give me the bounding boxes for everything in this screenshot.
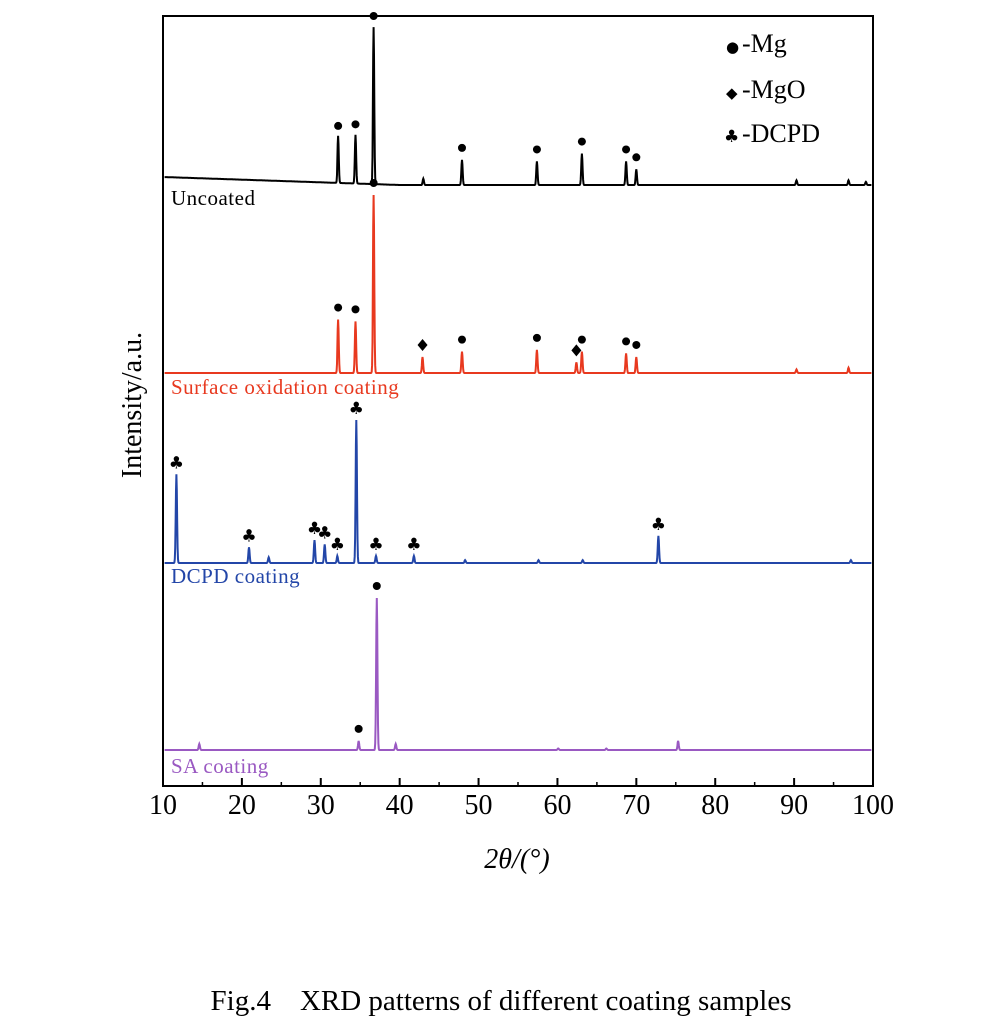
x-tick-label: 60 [543, 790, 571, 821]
x-tick-label: 30 [307, 790, 335, 821]
mg-peak-marker [369, 179, 378, 187]
mg-peak-marker [351, 305, 360, 314]
mg-peak-marker [457, 335, 466, 344]
dcpd-peak-marker: ♣ [330, 535, 345, 555]
x-tick-label: 80 [701, 790, 729, 821]
series-label-dcpd: DCPD coating [171, 564, 300, 588]
series-label-uncoated: Uncoated [171, 186, 255, 210]
legend: ● -Mg ◆ -MgO ♣ -DCPD [724, 29, 820, 148]
mg-peak-marker [334, 121, 343, 130]
mg-peak-marker [577, 335, 586, 344]
mg-peak-marker [334, 303, 343, 312]
x-axis-ticks: 10 20 30 40 50 60 70 80 90 100 [149, 778, 894, 821]
legend-label-mgo: -MgO [742, 75, 806, 104]
dcpd-peak-marker: ♣ [317, 523, 332, 543]
series-sa-trace [164, 597, 872, 751]
dcpd-peak-marker: ♣ [651, 515, 666, 535]
legend-symbol-mg-circle: ● [726, 38, 739, 56]
mgo-peak-marker [571, 344, 582, 357]
x-tick-label: 70 [622, 790, 650, 821]
x-axis-title: 2θ/(°) [484, 844, 549, 875]
x-tick-label: 90 [780, 790, 808, 821]
series-dcpd-trace [164, 419, 872, 564]
mg-peak-marker [532, 333, 541, 342]
series-uncoated-trace [164, 27, 872, 186]
x-tick-label: 10 [149, 790, 177, 821]
mg-peak-marker [372, 582, 381, 590]
legend-symbol-mgo-diamond: ◆ [726, 84, 738, 102]
mg-peak-marker [354, 724, 363, 733]
dcpd-peak-marker: ♣ [406, 535, 421, 555]
dcpd-peak-marker: ♣ [349, 399, 364, 419]
legend-label-dcpd: -DCPD [742, 119, 820, 148]
y-axis-title: Intensity/a.u. [117, 332, 148, 478]
mg-peak-marker [632, 340, 641, 349]
peak-markers: ♣♣ ♣♣♣♣♣ ♣♣ [169, 12, 666, 733]
series-label-sa: SA coating [171, 754, 269, 778]
mg-peak-marker [577, 137, 586, 146]
series-label-surface-oxidation: Surface oxidation coating [171, 375, 399, 399]
figure-caption: Fig.4 XRD patterns of different coating … [211, 985, 792, 1017]
mg-peak-marker [457, 143, 466, 152]
series-surface-oxidation-trace [164, 194, 872, 374]
series-traces [164, 27, 872, 751]
dcpd-peak-marker: ♣ [307, 519, 322, 539]
mg-peak-marker [632, 153, 641, 162]
mgo-peak-marker [417, 338, 428, 351]
mg-peak-marker [351, 120, 360, 129]
mg-peak-marker [622, 337, 631, 346]
legend-symbol-dcpd-club: ♣ [724, 127, 739, 147]
mg-peak-marker [532, 145, 541, 154]
x-tick-label: 20 [228, 790, 256, 821]
dcpd-peak-marker: ♣ [169, 453, 184, 473]
x-tick-label: 50 [465, 790, 493, 821]
dcpd-peak-marker: ♣ [368, 535, 383, 555]
mg-peak-marker [622, 145, 631, 154]
mg-peak-marker [369, 12, 378, 20]
legend-label-mg: -Mg [742, 29, 787, 58]
dcpd-peak-marker: ♣ [241, 526, 256, 546]
x-tick-label: 40 [386, 790, 414, 821]
x-tick-label: 100 [852, 790, 894, 821]
